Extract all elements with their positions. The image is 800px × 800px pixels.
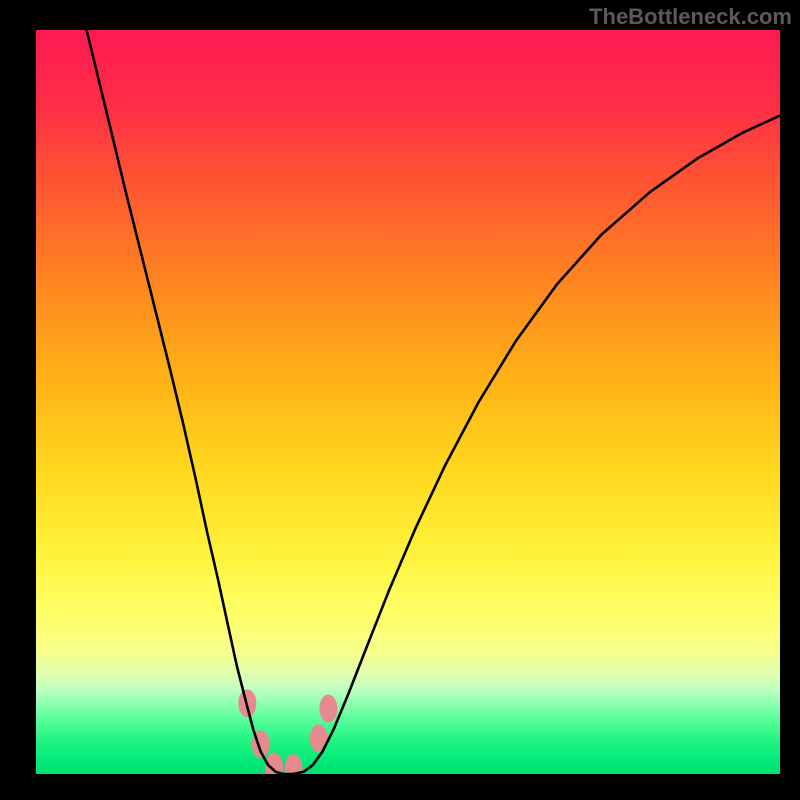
plot-area [36, 30, 780, 774]
gradient-background [36, 30, 780, 774]
watermark-text: TheBottleneck.com [589, 4, 792, 30]
chart-frame: TheBottleneck.com [0, 0, 800, 800]
